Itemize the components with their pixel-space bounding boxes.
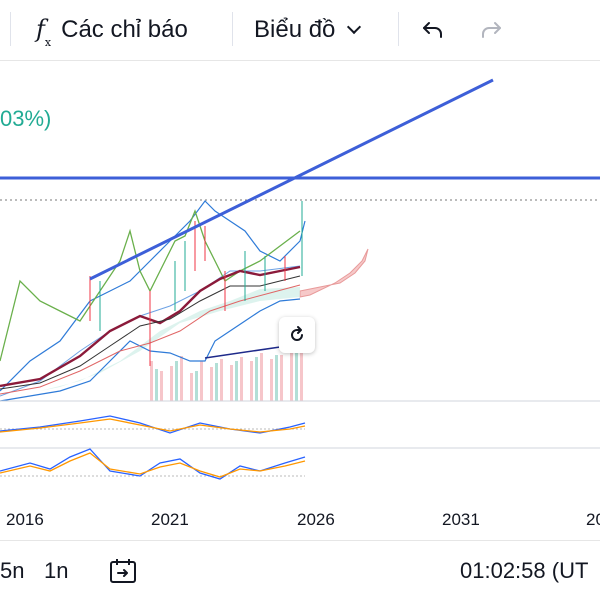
function-fx-icon: fx — [36, 14, 52, 50]
toolbar-separator — [232, 12, 233, 46]
lagging-span — [0, 209, 301, 362]
bollinger-upper — [0, 200, 306, 392]
reset-chart-button[interactable] — [279, 317, 315, 353]
chart-type-button[interactable]: Biểu đồ — [254, 0, 362, 60]
price-change-label: 03%) — [0, 106, 52, 131]
volume-bars — [150, 345, 303, 401]
top-toolbar: fx Các chỉ báo Biểu đồ — [0, 0, 600, 61]
undo-button[interactable] — [420, 0, 446, 60]
reset-rotate-icon — [291, 326, 303, 341]
time-axis[interactable]: 2016 2021 2026 2031 20 — [0, 500, 600, 540]
macd-pane — [0, 415, 306, 434]
bollinger-lower — [0, 298, 301, 402]
chart-canvas[interactable]: 03%) — [0, 61, 600, 501]
interval-5y-button[interactable]: 5n — [0, 558, 25, 583]
undo-icon — [423, 22, 442, 38]
x-tick-label: 2021 — [151, 510, 189, 529]
ichimoku-cloud-past — [40, 287, 300, 391]
chevron-down-icon — [347, 19, 362, 35]
redo-icon — [482, 22, 501, 38]
x-tick-label: 2016 — [6, 510, 44, 529]
chart-type-label: Biểu đồ — [254, 16, 336, 43]
horizontal-segment — [204, 346, 281, 359]
stochastic-pane — [0, 448, 306, 480]
toolbar-separator — [398, 12, 399, 46]
goto-date-button[interactable] — [108, 541, 138, 601]
price-chart-svg[interactable] — [0, 61, 600, 501]
toolbar-separator — [10, 12, 11, 46]
x-tick-label: 2026 — [297, 510, 335, 529]
interval-1y-button[interactable]: 1n — [44, 558, 69, 583]
ichimoku-cloud — [299, 248, 369, 298]
calendar-goto-icon — [110, 559, 136, 583]
bottom-toolbar: 5n 1n 01:02:58 (UT — [0, 540, 600, 601]
x-tick-label: 2031 — [442, 510, 480, 529]
clock-timezone-button[interactable]: 01:02:58 (UT — [460, 558, 589, 583]
moving-average-long — [0, 265, 301, 388]
redo-button[interactable] — [478, 0, 504, 60]
indicators-button[interactable]: fx Các chỉ báo — [36, 0, 188, 60]
indicators-label: Các chỉ báo — [61, 16, 188, 43]
candles — [89, 201, 303, 366]
x-tick-label: 20 — [586, 510, 600, 529]
moving-average-red — [0, 284, 301, 395]
